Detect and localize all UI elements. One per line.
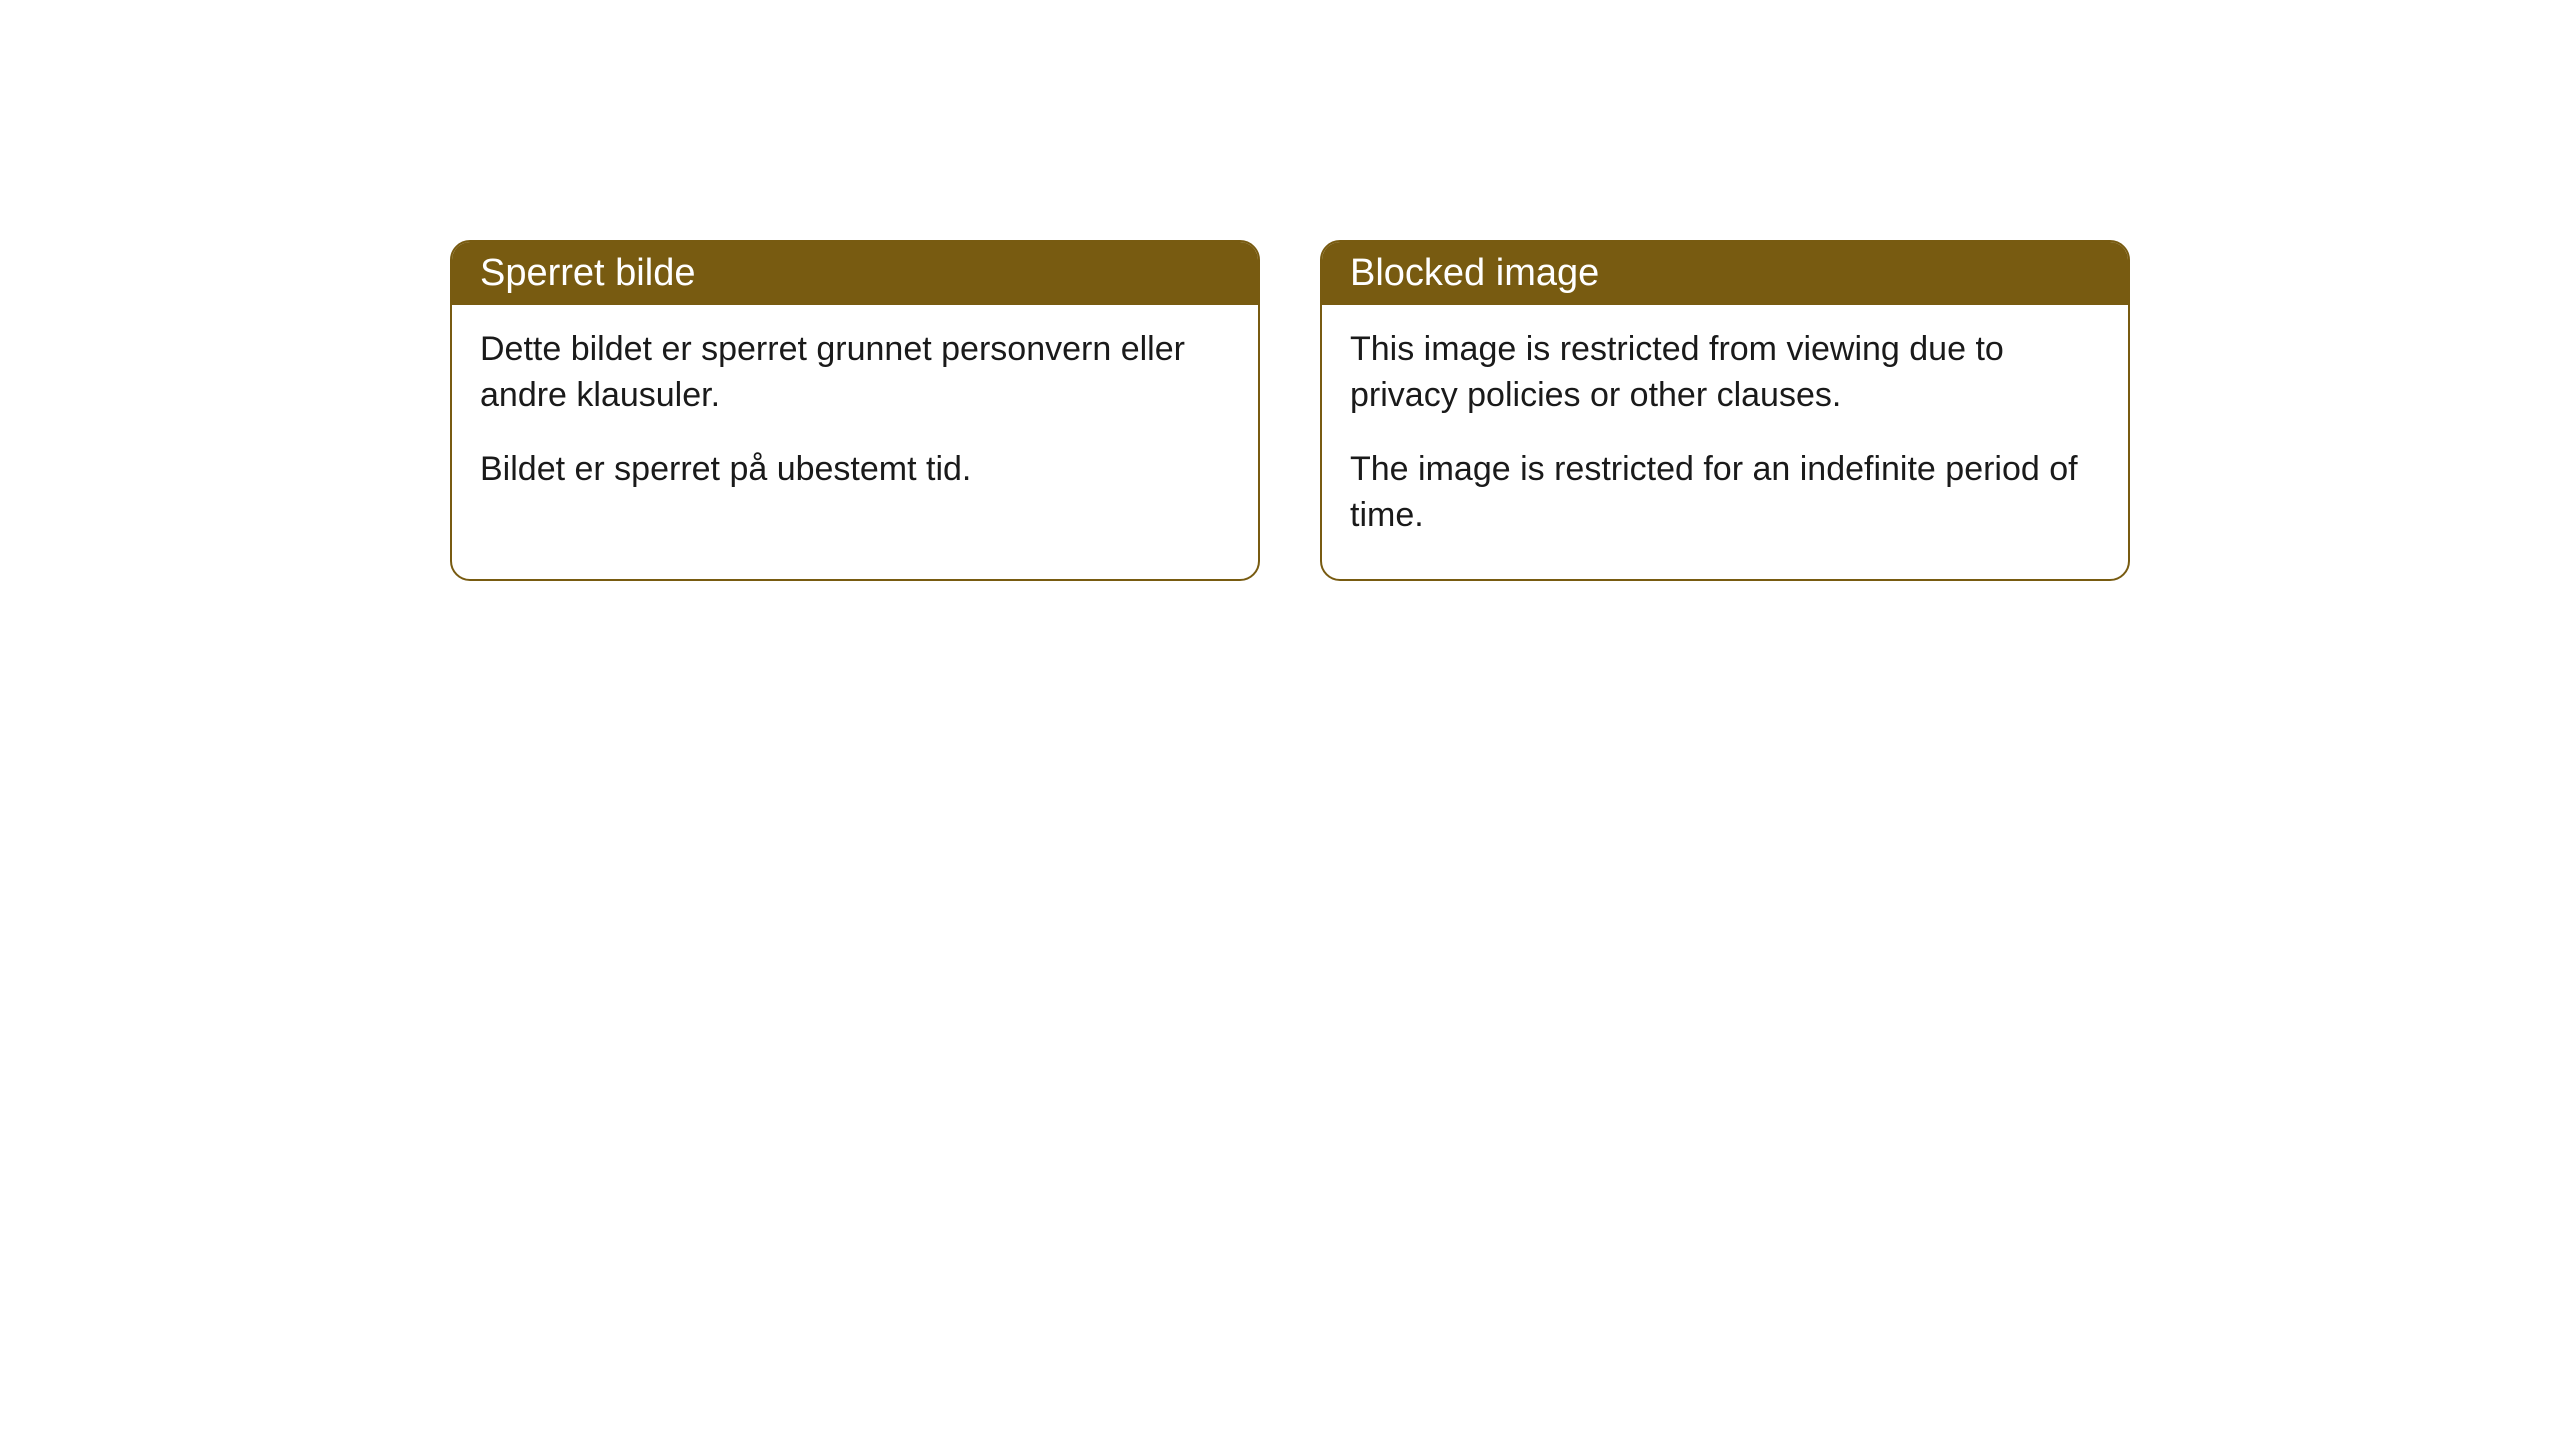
card-title-en: Blocked image <box>1350 252 1599 294</box>
card-header-no: Sperret bilde <box>452 242 1258 305</box>
blocked-image-card-en: Blocked image This image is restricted f… <box>1320 240 2130 581</box>
card-body-en: This image is restricted from viewing du… <box>1322 305 2128 579</box>
notice-container: Sperret bilde Dette bildet er sperret gr… <box>0 0 2560 581</box>
card-paragraph-no-1: Dette bildet er sperret grunnet personve… <box>480 327 1230 419</box>
card-header-en: Blocked image <box>1322 242 2128 305</box>
card-paragraph-en-1: This image is restricted from viewing du… <box>1350 327 2100 419</box>
card-paragraph-no-2: Bildet er sperret på ubestemt tid. <box>480 447 1230 493</box>
card-paragraph-en-2: The image is restricted for an indefinit… <box>1350 447 2100 539</box>
blocked-image-card-no: Sperret bilde Dette bildet er sperret gr… <box>450 240 1260 581</box>
card-body-no: Dette bildet er sperret grunnet personve… <box>452 305 1258 533</box>
card-title-no: Sperret bilde <box>480 252 695 294</box>
